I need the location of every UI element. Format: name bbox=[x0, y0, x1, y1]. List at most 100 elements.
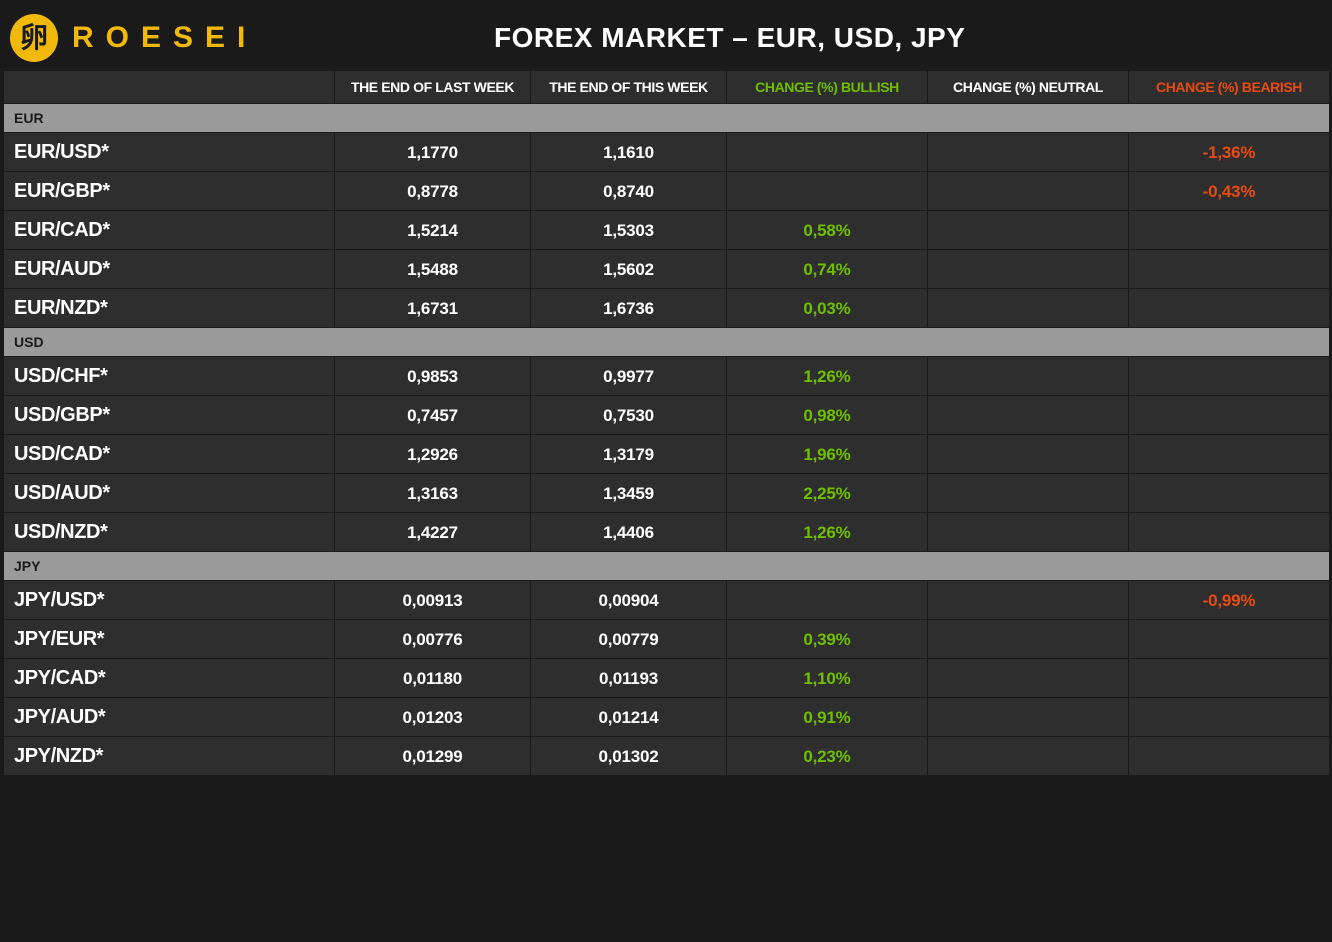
last-week-cell: 1,2926 bbox=[335, 435, 530, 473]
bullish-cell: 1,96% bbox=[727, 435, 927, 473]
this-week-cell: 1,1610 bbox=[531, 133, 726, 171]
table-row: USD/GBP*0,74570,75300,98% bbox=[4, 396, 1329, 434]
bullish-cell: 2,25% bbox=[727, 474, 927, 512]
table-row: JPY/NZD*0,012990,013020,23% bbox=[4, 737, 1329, 775]
last-week-cell: 1,5214 bbox=[335, 211, 530, 249]
col-bearish: CHANGE (%) BEARISH bbox=[1129, 71, 1329, 103]
this-week-cell: 0,8740 bbox=[531, 172, 726, 210]
this-week-cell: 0,7530 bbox=[531, 396, 726, 434]
neutral-cell bbox=[928, 513, 1128, 551]
table-row: USD/CAD*1,29261,31791,96% bbox=[4, 435, 1329, 473]
last-week-cell: 1,1770 bbox=[335, 133, 530, 171]
last-week-cell: 0,00913 bbox=[335, 581, 530, 619]
pair-cell: JPY/NZD* bbox=[4, 737, 334, 775]
neutral-cell bbox=[928, 172, 1128, 210]
bearish-cell bbox=[1129, 211, 1329, 249]
last-week-cell: 1,5488 bbox=[335, 250, 530, 288]
header-row: THE END OF LAST WEEK THE END OF THIS WEE… bbox=[4, 71, 1329, 103]
forex-table: THE END OF LAST WEEK THE END OF THIS WEE… bbox=[3, 70, 1330, 776]
pair-cell: JPY/CAD* bbox=[4, 659, 334, 697]
section-row: EUR bbox=[4, 104, 1329, 132]
pair-cell: JPY/AUD* bbox=[4, 698, 334, 736]
brand-name: ROESEI bbox=[72, 21, 257, 55]
pair-cell: EUR/GBP* bbox=[4, 172, 334, 210]
col-neutral: CHANGE (%) NEUTRAL bbox=[928, 71, 1128, 103]
pair-cell: USD/NZD* bbox=[4, 513, 334, 551]
this-week-cell: 0,00779 bbox=[531, 620, 726, 658]
this-week-cell: 0,01193 bbox=[531, 659, 726, 697]
this-week-cell: 0,01214 bbox=[531, 698, 726, 736]
last-week-cell: 0,00776 bbox=[335, 620, 530, 658]
neutral-cell bbox=[928, 474, 1128, 512]
forex-page: 卵 ROESEI FOREX MARKET – EUR, USD, JPY TH… bbox=[0, 0, 1332, 942]
bullish-cell: 0,58% bbox=[727, 211, 927, 249]
table-row: USD/AUD*1,31631,34592,25% bbox=[4, 474, 1329, 512]
this-week-cell: 1,3459 bbox=[531, 474, 726, 512]
bullish-cell: 0,39% bbox=[727, 620, 927, 658]
pair-cell: EUR/NZD* bbox=[4, 289, 334, 327]
bearish-cell: -1,36% bbox=[1129, 133, 1329, 171]
last-week-cell: 1,3163 bbox=[335, 474, 530, 512]
bullish-cell bbox=[727, 581, 927, 619]
bullish-cell: 0,74% bbox=[727, 250, 927, 288]
pair-cell: EUR/USD* bbox=[4, 133, 334, 171]
table-row: USD/CHF*0,98530,99771,26% bbox=[4, 357, 1329, 395]
last-week-cell: 0,8778 bbox=[335, 172, 530, 210]
neutral-cell bbox=[928, 620, 1128, 658]
neutral-cell bbox=[928, 737, 1128, 775]
bearish-cell bbox=[1129, 513, 1329, 551]
neutral-cell bbox=[928, 289, 1128, 327]
page-title: FOREX MARKET – EUR, USD, JPY bbox=[257, 22, 1322, 54]
neutral-cell bbox=[928, 396, 1128, 434]
bullish-cell: 0,23% bbox=[727, 737, 927, 775]
last-week-cell: 0,01180 bbox=[335, 659, 530, 697]
this-week-cell: 1,4406 bbox=[531, 513, 726, 551]
table-row: JPY/USD*0,009130,00904 -0,99% bbox=[4, 581, 1329, 619]
pair-cell: JPY/USD* bbox=[4, 581, 334, 619]
bullish-cell: 1,26% bbox=[727, 357, 927, 395]
logo-icon: 卵 bbox=[20, 24, 48, 52]
pair-cell: EUR/CAD* bbox=[4, 211, 334, 249]
bearish-cell: -0,99% bbox=[1129, 581, 1329, 619]
bullish-cell: 0,91% bbox=[727, 698, 927, 736]
pair-cell: USD/CAD* bbox=[4, 435, 334, 473]
this-week-cell: 1,5303 bbox=[531, 211, 726, 249]
this-week-cell: 0,00904 bbox=[531, 581, 726, 619]
bullish-cell bbox=[727, 133, 927, 171]
neutral-cell bbox=[928, 133, 1128, 171]
section-label: EUR bbox=[4, 104, 1329, 132]
bullish-cell: 1,10% bbox=[727, 659, 927, 697]
section-row: USD bbox=[4, 328, 1329, 356]
last-week-cell: 0,01299 bbox=[335, 737, 530, 775]
last-week-cell: 0,7457 bbox=[335, 396, 530, 434]
this-week-cell: 1,6736 bbox=[531, 289, 726, 327]
last-week-cell: 0,01203 bbox=[335, 698, 530, 736]
bullish-cell bbox=[727, 172, 927, 210]
bearish-cell bbox=[1129, 250, 1329, 288]
pair-cell: USD/GBP* bbox=[4, 396, 334, 434]
bearish-cell bbox=[1129, 620, 1329, 658]
table-row: EUR/NZD*1,67311,67360,03% bbox=[4, 289, 1329, 327]
table-row: USD/NZD*1,42271,44061,26% bbox=[4, 513, 1329, 551]
this-week-cell: 1,3179 bbox=[531, 435, 726, 473]
col-pair bbox=[4, 71, 334, 103]
bearish-cell bbox=[1129, 396, 1329, 434]
bearish-cell bbox=[1129, 698, 1329, 736]
section-label: JPY bbox=[4, 552, 1329, 580]
bearish-cell bbox=[1129, 435, 1329, 473]
neutral-cell bbox=[928, 211, 1128, 249]
neutral-cell bbox=[928, 435, 1128, 473]
bullish-cell: 1,26% bbox=[727, 513, 927, 551]
col-bullish: CHANGE (%) BULLISH bbox=[727, 71, 927, 103]
bearish-cell bbox=[1129, 659, 1329, 697]
table-row: EUR/AUD*1,54881,56020,74% bbox=[4, 250, 1329, 288]
logo-badge: 卵 bbox=[10, 14, 58, 62]
page-header: 卵 ROESEI FOREX MARKET – EUR, USD, JPY bbox=[0, 0, 1332, 70]
pair-cell: JPY/EUR* bbox=[4, 620, 334, 658]
last-week-cell: 1,4227 bbox=[335, 513, 530, 551]
bullish-cell: 0,98% bbox=[727, 396, 927, 434]
bearish-cell: -0,43% bbox=[1129, 172, 1329, 210]
pair-cell: EUR/AUD* bbox=[4, 250, 334, 288]
table-row: JPY/CAD*0,011800,011931,10% bbox=[4, 659, 1329, 697]
neutral-cell bbox=[928, 581, 1128, 619]
